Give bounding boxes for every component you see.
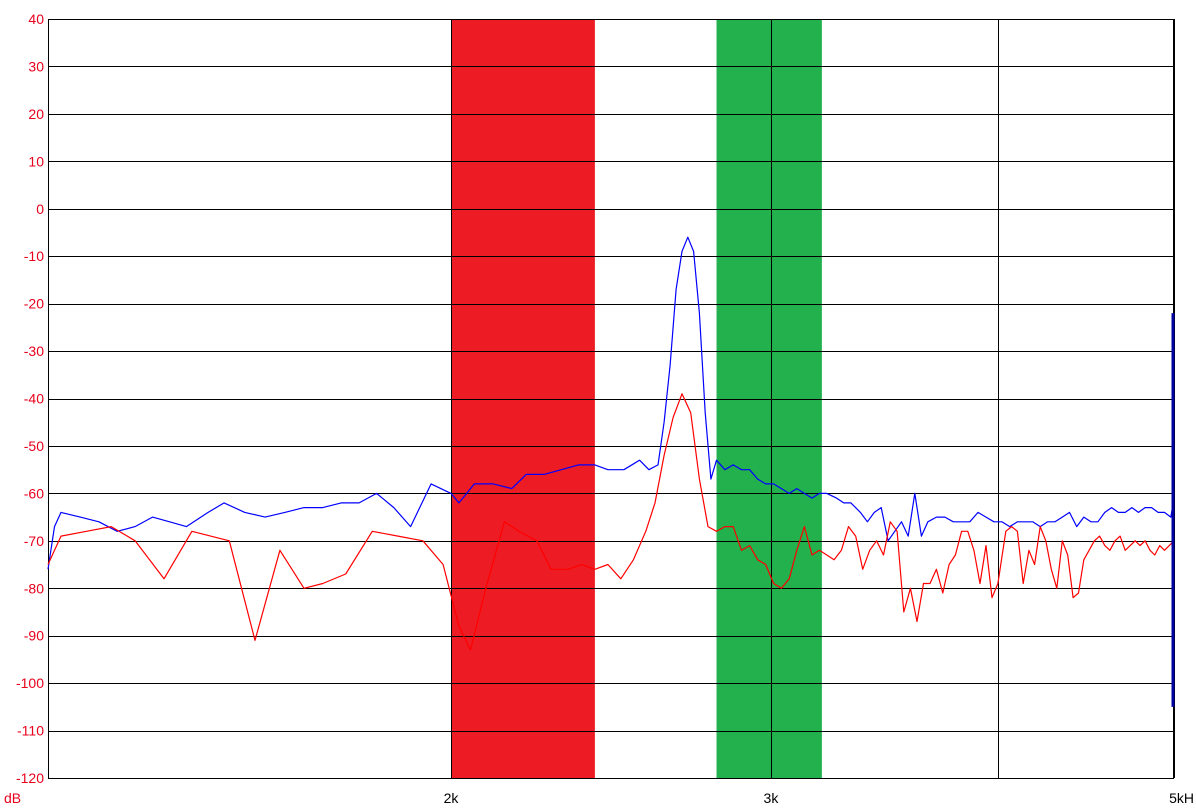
band-1 <box>716 19 822 778</box>
y-tick-label: -110 <box>17 723 44 739</box>
x-axis-ticks: 2k 3k 5kH <box>444 790 1194 806</box>
y-axis-unit-label: dB <box>4 790 21 806</box>
frequency-bands <box>451 19 822 778</box>
series-line-1 <box>47 393 1175 651</box>
y-tick-label: 10 <box>28 153 44 169</box>
y-tick-label: -80 <box>24 580 44 596</box>
y-tick-label: 0 <box>36 201 44 217</box>
y-tick-label: -10 <box>24 248 44 264</box>
y-tick-label: -20 <box>24 296 44 312</box>
y-tick-label: 20 <box>28 106 44 122</box>
y-axis-ticks: 40 30 20 10 0 -10 -20 -30 -40 -50 -60 -70 -80 -90 -100… <box>16 11 44 786</box>
y-tick-label: -70 <box>24 533 44 549</box>
y-tick-label: -100 <box>16 675 44 691</box>
y-tick-label: 40 <box>28 11 44 27</box>
series-lines <box>47 236 1175 651</box>
band-0 <box>451 19 595 778</box>
series-line-0 <box>47 236 1175 570</box>
y-tick-label: -50 <box>24 438 44 454</box>
y-tick-label: -120 <box>16 770 44 786</box>
y-tick-label: -90 <box>24 628 44 644</box>
y-tick-label: -40 <box>24 391 44 407</box>
y-tick-label: -30 <box>24 343 44 359</box>
y-tick-label: -60 <box>24 485 44 501</box>
grid <box>48 19 1175 779</box>
x-tick-label: 2k <box>444 790 460 806</box>
y-tick-label: 30 <box>28 58 44 74</box>
x-tick-label: 5kH <box>1169 790 1194 806</box>
x-tick-label: 3k <box>764 790 780 806</box>
